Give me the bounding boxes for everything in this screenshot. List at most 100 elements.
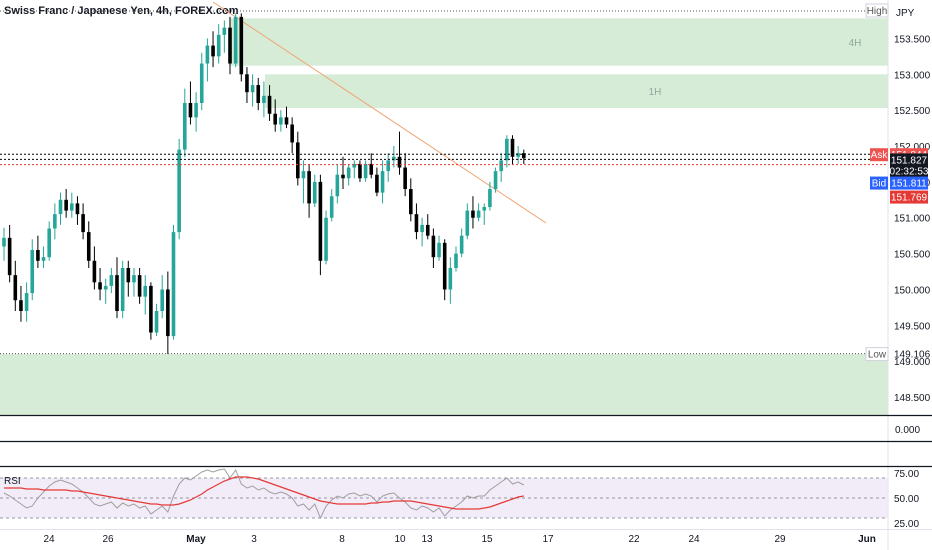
time-tick-label: 29 <box>774 534 786 545</box>
bid-price-box <box>890 176 928 190</box>
candle-body <box>386 160 390 172</box>
candle-body <box>86 232 91 261</box>
price-tick-label: 152.000 <box>894 142 931 153</box>
candle-body <box>36 250 40 261</box>
bid-price: 151.811 <box>891 179 927 190</box>
currency-label: JPY <box>896 8 915 19</box>
candle-body <box>199 63 204 103</box>
candle-body <box>211 45 215 57</box>
candle-body <box>420 224 424 233</box>
candle-body <box>109 275 114 286</box>
ask-tag-label: Ask <box>871 150 889 161</box>
supply-demand-zone <box>0 354 888 415</box>
zone-label: 1H <box>649 87 662 98</box>
candle-body <box>13 275 18 301</box>
candle-body <box>414 214 419 233</box>
price-lines-layer <box>0 10 888 355</box>
zone-label: 4H <box>849 38 862 49</box>
price-tick-label: 151.000 <box>894 214 931 225</box>
candle-body <box>318 181 323 261</box>
candle-body <box>375 174 379 193</box>
candle-body <box>409 189 413 215</box>
candle-body <box>177 149 181 233</box>
candle-body <box>103 285 108 290</box>
rsi-tick-label: 25.00 <box>894 519 919 530</box>
time-tick-label: 26 <box>102 534 114 545</box>
candle-body <box>19 300 23 311</box>
candle-body <box>7 237 12 276</box>
rsi-tick-label: 75.00 <box>894 469 919 480</box>
candle-body <box>228 27 232 64</box>
last-price-box <box>890 153 928 178</box>
candle-body <box>137 275 142 297</box>
candle-body <box>329 196 334 218</box>
candle-body <box>166 289 170 337</box>
candle-body <box>448 267 453 290</box>
candle-body <box>465 210 470 236</box>
candle-body <box>205 45 210 64</box>
candle-body <box>115 275 119 311</box>
candle-body <box>312 181 317 204</box>
candle-body <box>143 285 148 297</box>
candle-body <box>222 27 227 35</box>
low-tag <box>865 347 889 362</box>
candle-body <box>437 242 441 258</box>
chart-title: Swiss Franc / Japanese Yen, 4h, FOREX.co… <box>4 5 239 17</box>
rsi-label: RSI <box>4 476 21 487</box>
ask-tag <box>870 148 888 162</box>
bid-tag-label: Bid <box>872 179 886 190</box>
candle-body <box>58 199 63 215</box>
candle-body <box>64 199 68 211</box>
volume-value: 0.000 <box>895 425 920 436</box>
trendline <box>212 1 547 224</box>
candle-body <box>188 102 193 118</box>
candle-body <box>250 85 255 93</box>
rsi-line <box>3 468 525 520</box>
supply-demand-zone <box>265 74 888 109</box>
candle-body <box>41 257 46 261</box>
candle-body <box>279 117 283 125</box>
candle-body <box>403 167 407 190</box>
time-tick-label: 24 <box>688 534 700 545</box>
candle-body <box>216 34 221 57</box>
price-tick-label: 153.500 <box>894 34 931 45</box>
low-tag-label: Low <box>868 350 887 361</box>
high-tag-label: High <box>867 6 888 17</box>
candle-body <box>324 217 328 261</box>
candle-body <box>510 138 515 157</box>
candle-body <box>296 142 300 179</box>
candle-body <box>505 138 509 161</box>
time-tick-label: 10 <box>394 534 406 545</box>
time-tick-label: 8 <box>339 534 345 545</box>
candle-body <box>154 310 159 333</box>
price-axis[interactable]: JPY153.500153.000152.500152.000151.50015… <box>865 0 931 550</box>
price-tick-label: 148.500 <box>894 393 931 404</box>
candle-body <box>149 285 153 333</box>
candle-body <box>476 210 481 218</box>
candle-body <box>256 85 261 103</box>
candle-body <box>454 253 458 268</box>
candle-body <box>431 235 436 258</box>
price-tick-label: 152.500 <box>894 106 931 117</box>
time-tick-label: 15 <box>481 534 493 545</box>
candle-body <box>194 102 198 118</box>
candle-body <box>53 214 57 229</box>
time-tick-label: 17 <box>542 534 554 545</box>
candle-body <box>482 206 487 211</box>
candle-body <box>380 171 385 193</box>
candle-body <box>301 171 306 179</box>
trendline-layer[interactable] <box>212 1 547 224</box>
candle-body <box>363 163 368 179</box>
price-tick-label: 153.000 <box>894 70 931 81</box>
supply-demand-zone <box>229 18 888 66</box>
candle-body <box>516 153 520 157</box>
candle-body <box>397 156 402 168</box>
candle-body <box>522 153 526 159</box>
price-tick-label: 150.500 <box>894 250 931 261</box>
time-axis[interactable]: 24 26 May 3 8 10 13 15 17 22 24 29 Jun <box>0 529 932 546</box>
candle-body <box>369 163 374 175</box>
candles-layer[interactable] <box>2 13 526 355</box>
candle-body <box>335 174 340 197</box>
candle-body <box>24 293 29 311</box>
